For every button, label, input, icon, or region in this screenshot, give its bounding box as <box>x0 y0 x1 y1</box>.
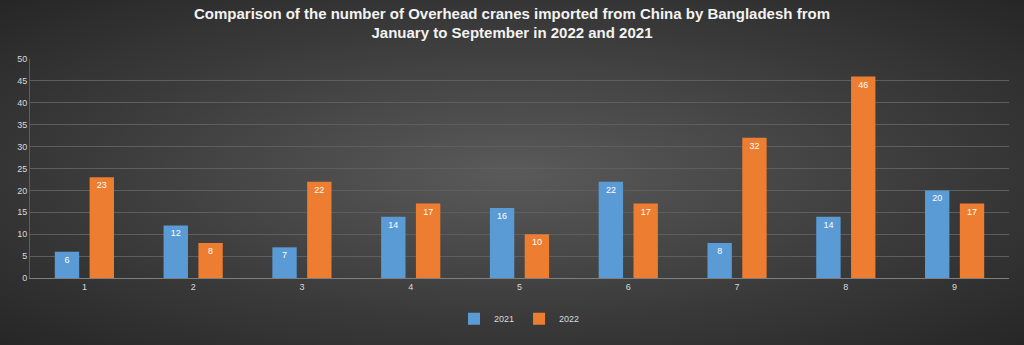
svg-text:14: 14 <box>388 220 398 230</box>
svg-text:16: 16 <box>497 211 507 221</box>
svg-text:17: 17 <box>967 207 977 217</box>
svg-text:2022: 2022 <box>559 314 579 324</box>
svg-text:22: 22 <box>606 185 616 195</box>
svg-text:7: 7 <box>282 250 287 260</box>
svg-text:5: 5 <box>517 282 522 292</box>
svg-text:6: 6 <box>64 255 69 265</box>
svg-text:10: 10 <box>532 237 542 247</box>
svg-text:25: 25 <box>17 164 27 174</box>
svg-text:32: 32 <box>749 141 759 151</box>
svg-text:5: 5 <box>22 251 27 261</box>
svg-text:23: 23 <box>97 180 107 190</box>
svg-text:3: 3 <box>299 282 304 292</box>
svg-text:40: 40 <box>17 98 27 108</box>
svg-text:8: 8 <box>717 246 722 256</box>
svg-text:2: 2 <box>191 282 196 292</box>
svg-text:50: 50 <box>17 54 27 64</box>
svg-text:35: 35 <box>17 120 27 130</box>
svg-text:8: 8 <box>843 282 848 292</box>
svg-text:30: 30 <box>17 142 27 152</box>
svg-text:8: 8 <box>208 246 213 256</box>
svg-text:6: 6 <box>626 282 631 292</box>
svg-text:7: 7 <box>735 282 740 292</box>
svg-text:22: 22 <box>314 185 324 195</box>
svg-text:12: 12 <box>171 228 181 238</box>
svg-text:20: 20 <box>17 186 27 196</box>
svg-text:20: 20 <box>932 193 942 203</box>
svg-text:15: 15 <box>17 207 27 217</box>
svg-text:2021: 2021 <box>494 314 514 324</box>
svg-text:17: 17 <box>423 207 433 217</box>
svg-text:45: 45 <box>17 76 27 86</box>
svg-text:1: 1 <box>82 282 87 292</box>
svg-text:9: 9 <box>952 282 957 292</box>
svg-text:17: 17 <box>641 207 651 217</box>
svg-text:10: 10 <box>17 229 27 239</box>
svg-text:Comparison of the number of Ov: Comparison of the number of Overhead cra… <box>194 5 830 42</box>
svg-text:46: 46 <box>858 80 868 90</box>
svg-text:0: 0 <box>22 273 27 283</box>
svg-text:14: 14 <box>823 220 833 230</box>
svg-text:4: 4 <box>408 282 413 292</box>
